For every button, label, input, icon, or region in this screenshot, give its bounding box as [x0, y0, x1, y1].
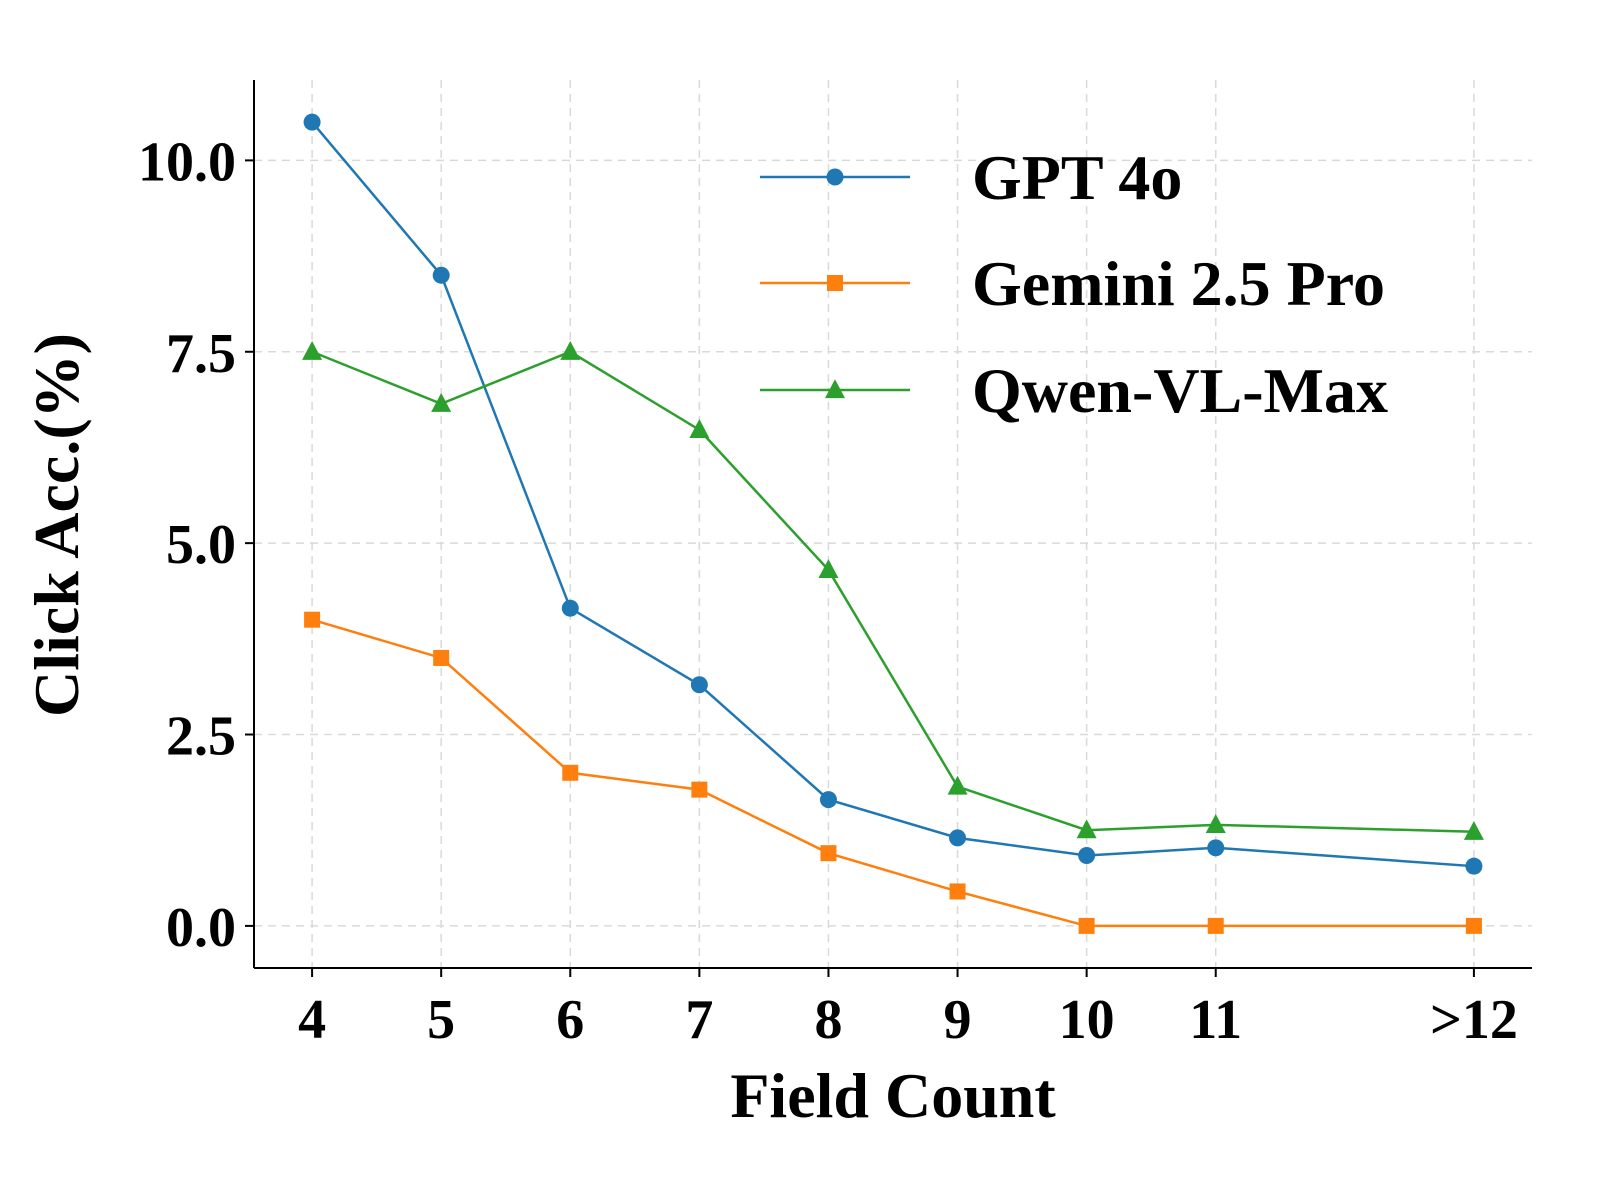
data-point-circle	[949, 829, 967, 847]
data-point-triangle	[818, 559, 839, 579]
x-tick-label: >12	[1430, 989, 1518, 1051]
y-ticks: 0.0 2.5 5.0 7.5 10.0	[138, 131, 254, 959]
y-tick-label: 10.0	[138, 131, 236, 193]
data-point-square	[949, 883, 966, 900]
x-tick-label: 7	[685, 989, 713, 1051]
data-point-circle	[432, 266, 450, 284]
legend-label: Gemini 2.5 Pro	[972, 248, 1385, 319]
legend-label: GPT 4o	[972, 142, 1182, 213]
x-tick-label: 8	[814, 989, 842, 1051]
data-point-square	[304, 611, 321, 628]
x-tick-label: 6	[556, 989, 584, 1051]
data-point-square	[1465, 917, 1482, 934]
data-point-triangle	[1205, 814, 1226, 833]
x-tick-label: 11	[1189, 989, 1242, 1051]
legend-marker-circle	[826, 168, 844, 186]
data-point-triangle	[560, 340, 581, 360]
data-point-triangle	[1076, 819, 1097, 839]
x-axis-title: Field Count	[730, 1060, 1056, 1131]
legend-marker-triangle	[825, 379, 845, 399]
series-line-0	[311, 121, 1474, 868]
series-line-1	[311, 618, 1474, 928]
data-point-square	[820, 845, 837, 862]
data-point-triangle	[431, 393, 452, 412]
x-tick-label: 4	[298, 989, 326, 1051]
axes	[253, 80, 1532, 969]
data-point-circle	[561, 599, 579, 617]
data-point-triangle	[947, 775, 968, 795]
data-point-triangle	[1463, 820, 1484, 840]
data-point-square	[562, 764, 579, 781]
data-point-circle	[1207, 839, 1225, 857]
x-tick-label: 10	[1059, 989, 1115, 1051]
data-point-square	[433, 649, 450, 666]
x-tick-label: 9	[944, 989, 972, 1051]
data-point-circle	[1078, 846, 1096, 864]
data-point-circle	[819, 791, 837, 809]
y-tick-label: 2.5	[166, 706, 236, 768]
data-point-square	[691, 781, 708, 798]
data-point-triangle	[689, 419, 710, 438]
y-axis-title: Click Acc.(%)	[21, 333, 92, 717]
y-tick-label: 5.0	[166, 514, 236, 576]
x-ticks: 4 5 6 7 8 9 10 11 >12	[298, 968, 1518, 1051]
x-tick-label: 5	[427, 989, 455, 1051]
y-tick-label: 0.0	[166, 897, 236, 959]
legend: GPT 4o Gemini 2.5 Pro Qwen-VL-Max	[760, 142, 1388, 426]
legend-marker-square	[827, 275, 843, 291]
grid	[254, 80, 1532, 968]
y-tick-label: 7.5	[166, 323, 236, 385]
data-point-square	[1078, 917, 1095, 934]
series	[302, 113, 1484, 934]
data-point-triangle	[302, 340, 323, 360]
legend-label: Qwen-VL-Max	[972, 355, 1388, 426]
data-point-square	[1207, 917, 1224, 934]
data-point-circle	[303, 113, 321, 131]
data-point-circle	[690, 676, 708, 694]
data-point-circle	[1465, 857, 1483, 875]
